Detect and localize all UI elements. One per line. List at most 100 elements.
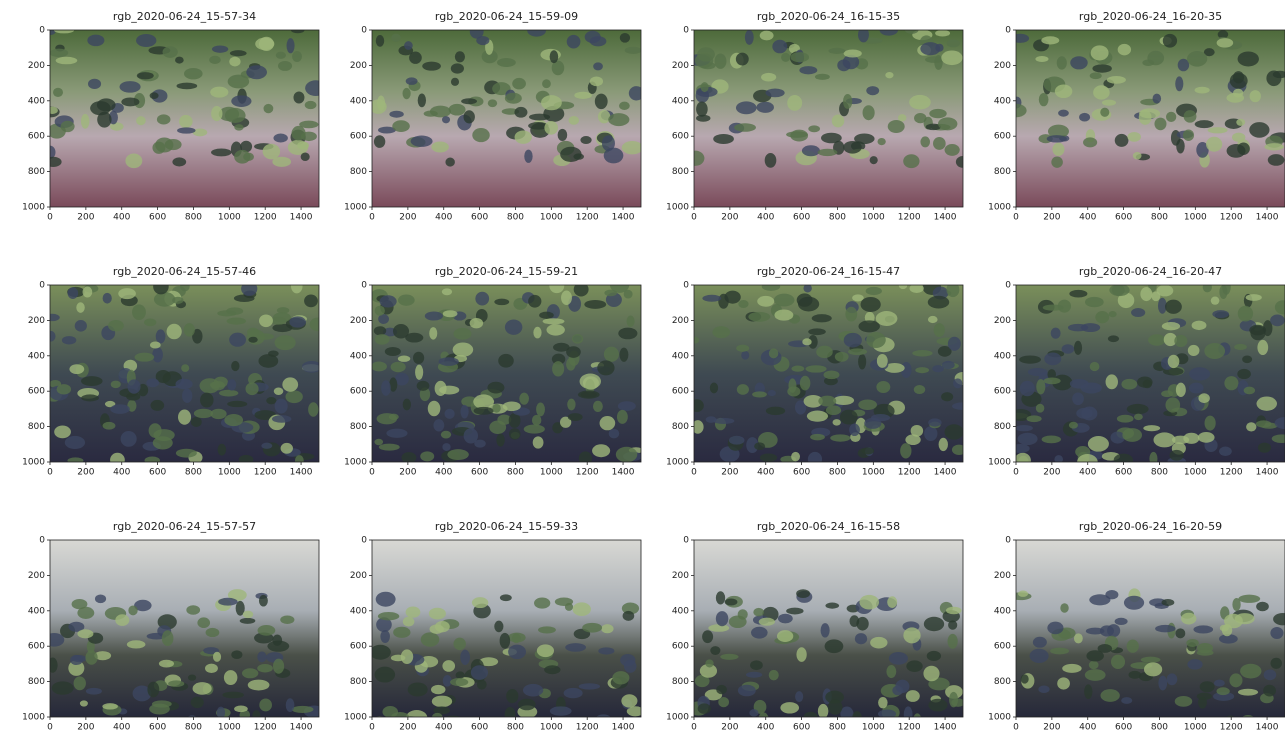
y-tick-label: 0	[39, 26, 45, 36]
leaf	[144, 318, 156, 326]
subplot-title: rgb_2020-06-24_16-20-47	[1079, 265, 1222, 278]
x-tick-label: 200	[721, 723, 738, 733]
leaf	[1088, 436, 1109, 452]
leaf	[1235, 613, 1255, 624]
leaf	[877, 354, 888, 368]
leaf	[537, 644, 554, 657]
leaf	[583, 376, 599, 389]
leaf	[1170, 450, 1184, 461]
leaf	[1122, 428, 1142, 442]
leaf	[710, 382, 718, 393]
leaf	[876, 311, 898, 326]
leaf	[376, 592, 396, 607]
leaf	[837, 59, 850, 71]
leaf	[745, 30, 754, 45]
leaf	[529, 114, 550, 121]
x-tick-label: 0	[47, 723, 53, 733]
leaf	[1131, 717, 1150, 727]
leaf	[935, 44, 943, 52]
leaf	[816, 346, 833, 358]
leaf	[903, 627, 920, 643]
leaf	[712, 326, 730, 338]
leaf	[946, 282, 959, 297]
x-tick-label: 1200	[1220, 213, 1243, 223]
leaf	[1212, 310, 1229, 318]
leaf	[75, 320, 87, 332]
leaf	[167, 721, 180, 729]
leaf	[167, 718, 182, 731]
leaf	[45, 157, 62, 167]
leaf	[252, 710, 260, 720]
leaf	[1100, 108, 1109, 117]
leaf	[182, 389, 192, 403]
x-tick-label: 1000	[218, 213, 241, 223]
leaf	[295, 455, 304, 466]
leaf	[420, 451, 434, 461]
leaf	[949, 692, 958, 708]
leaf	[1011, 34, 1029, 43]
leaf	[1148, 334, 1166, 345]
leaf	[524, 150, 532, 163]
y-tick-label: 400	[994, 351, 1011, 361]
leaf	[70, 655, 83, 665]
y-tick-label: 600	[28, 387, 45, 397]
x-tick-label: 400	[757, 468, 774, 478]
leaf	[422, 62, 441, 71]
x-tick-label: 0	[691, 723, 697, 733]
leaf	[821, 623, 830, 637]
leaf	[866, 332, 886, 348]
leaf	[1084, 684, 1092, 699]
leaf	[929, 109, 946, 118]
x-tick-label: 1400	[612, 723, 635, 733]
leaf	[538, 626, 556, 633]
y-tick-label: 200	[994, 316, 1011, 326]
leaf	[176, 449, 197, 458]
y-tick-label: 400	[672, 351, 689, 361]
leaf	[889, 652, 908, 665]
leaf	[80, 700, 88, 706]
leaf	[389, 414, 399, 420]
y-tick-label: 200	[672, 571, 689, 581]
x-tick-label: 1000	[218, 468, 241, 478]
x-tick-label: 1000	[540, 723, 563, 733]
leaf	[795, 691, 803, 702]
leaf	[1175, 696, 1192, 707]
leaf	[304, 294, 318, 307]
leaf	[424, 111, 438, 117]
leaf	[558, 129, 568, 141]
leaf	[866, 86, 879, 95]
leaf	[947, 39, 960, 47]
leaf	[818, 149, 838, 156]
leaf	[825, 603, 839, 609]
y-tick-label: 1000	[988, 713, 1011, 723]
leaf	[1143, 380, 1152, 389]
leaf	[769, 670, 779, 680]
leaf	[231, 95, 251, 107]
leaf	[376, 35, 384, 47]
photo	[687, 25, 971, 207]
leaf	[1266, 70, 1281, 86]
leaf	[580, 392, 596, 398]
y-tick-label: 1000	[22, 203, 45, 213]
leaf	[1193, 625, 1213, 633]
leaf	[1020, 381, 1035, 396]
leaf	[272, 415, 291, 423]
x-tick-label: 400	[113, 723, 130, 733]
leaf	[153, 279, 169, 294]
leaf	[550, 50, 559, 63]
leaf	[945, 144, 960, 156]
leaf	[475, 292, 489, 306]
leaf	[1015, 453, 1031, 469]
leaf	[1076, 408, 1093, 419]
x-tick-label: 800	[1151, 468, 1168, 478]
y-tick-label: 400	[994, 606, 1011, 616]
leaf	[1186, 639, 1199, 647]
leaf	[1168, 355, 1180, 368]
leaf	[539, 312, 554, 319]
y-tick-label: 400	[28, 606, 45, 616]
leaf	[234, 150, 250, 164]
x-tick-label: 1000	[540, 213, 563, 223]
leaf	[579, 451, 592, 465]
subplot: rgb_2020-06-24_16-15-5802004006008001000…	[666, 520, 965, 733]
leaf	[565, 643, 586, 652]
